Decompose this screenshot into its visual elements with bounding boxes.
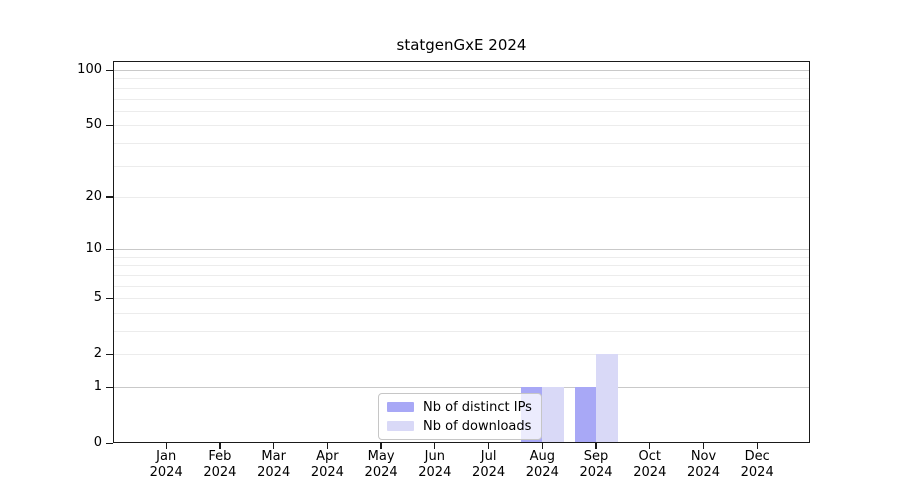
x-tick-label: Aug 2024 xyxy=(510,449,574,480)
gridline-major xyxy=(113,249,810,251)
x-tick-label: Apr 2024 xyxy=(295,449,359,480)
gridline-minor xyxy=(113,196,810,198)
gridline-minor xyxy=(113,142,810,144)
gridline-minor xyxy=(113,331,810,332)
gridline-minor xyxy=(113,274,810,276)
gridline-minor xyxy=(113,354,810,356)
x-tick-mark xyxy=(273,443,275,449)
y-tick-mark xyxy=(106,297,113,300)
x-tick-year: 2024 xyxy=(686,464,721,480)
gridline-minor xyxy=(113,78,810,80)
x-tick-label: Mar 2024 xyxy=(242,449,306,480)
gridline-minor xyxy=(113,265,810,267)
gridline-minor xyxy=(113,98,810,100)
plot-border xyxy=(113,61,810,443)
x-tick-month: Feb xyxy=(208,449,232,464)
legend-item-downloads: Nb of downloads xyxy=(387,417,532,435)
x-tick-month: Jun xyxy=(424,449,445,464)
x-tick-year: 2024 xyxy=(740,464,774,480)
x-tick-label: Jan 2024 xyxy=(134,449,198,480)
x-tick-year: 2024 xyxy=(418,464,452,480)
x-tick-label: Sep 2024 xyxy=(564,449,628,480)
x-tick-mark xyxy=(649,443,651,449)
x-tick-mark xyxy=(702,443,705,449)
x-tick-month: Dec xyxy=(744,449,770,464)
bar-distinct-ips-sep xyxy=(574,387,596,443)
x-tick-month: May xyxy=(367,449,395,464)
x-tick-year: 2024 xyxy=(257,464,291,480)
x-tick-year: 2024 xyxy=(364,464,398,480)
legend-label-distinct-ips: Nb of distinct IPs xyxy=(423,399,532,415)
y-tick-label: 20 xyxy=(85,188,102,204)
x-tick-year: 2024 xyxy=(203,464,237,480)
x-tick-month: Sep xyxy=(583,449,609,464)
legend-item-distinct-ips: Nb of distinct IPs xyxy=(387,398,532,416)
y-tick-mark xyxy=(106,196,113,198)
x-tick-month: Nov xyxy=(690,449,717,464)
x-tick-year: 2024 xyxy=(310,464,344,480)
x-tick-year: 2024 xyxy=(472,464,506,480)
gridline-minor xyxy=(113,165,810,167)
x-tick-mark xyxy=(219,443,221,449)
legend: Nb of distinct IPs Nb of downloads xyxy=(378,393,542,440)
gridline-major xyxy=(113,70,810,71)
gridline-minor xyxy=(113,298,810,300)
x-tick-label: Oct 2024 xyxy=(618,449,682,480)
y-tick-label: 10 xyxy=(85,241,102,257)
x-tick-year: 2024 xyxy=(633,464,667,480)
x-tick-label: May 2024 xyxy=(349,449,413,480)
gridline-minor xyxy=(113,110,810,112)
y-tick-mark xyxy=(106,124,113,127)
y-tick-mark xyxy=(106,353,113,356)
y-tick-label: 50 xyxy=(85,117,102,133)
bar-downloads-aug xyxy=(542,387,564,443)
y-tick-mark xyxy=(106,69,113,71)
x-tick-month: Jul xyxy=(480,449,497,464)
y-tick-mark xyxy=(106,442,113,444)
gridline-minor xyxy=(113,312,810,314)
y-tick-mark xyxy=(106,386,113,388)
x-tick-mark xyxy=(756,443,758,449)
x-tick-month: Apr xyxy=(316,449,339,464)
x-tick-mark xyxy=(487,443,490,449)
x-tick-mark xyxy=(165,443,167,449)
y-tick-label: 100 xyxy=(77,62,102,77)
x-tick-mark xyxy=(595,443,597,449)
x-tick-label: Dec 2024 xyxy=(725,449,789,480)
chart-title: statgenGxE 2024 xyxy=(396,36,527,54)
gridline-minor xyxy=(113,285,810,287)
gridline-minor xyxy=(113,256,810,258)
x-tick-mark xyxy=(434,443,436,449)
x-tick-label: Nov 2024 xyxy=(672,449,736,480)
x-tick-label: Jul 2024 xyxy=(457,449,521,480)
gridline-minor xyxy=(113,125,810,127)
x-tick-month: Jan xyxy=(156,449,177,464)
x-tick-label: Feb 2024 xyxy=(188,449,252,480)
y-tick-label: 2 xyxy=(93,346,102,362)
x-tick-month: Oct xyxy=(638,449,662,464)
x-tick-year: 2024 xyxy=(149,464,183,480)
x-tick-mark xyxy=(326,443,329,449)
legend-swatch-downloads xyxy=(387,421,414,431)
x-tick-label: Jun 2024 xyxy=(403,449,467,480)
y-tick-mark xyxy=(106,248,113,251)
x-tick-month: Aug xyxy=(529,449,555,464)
x-tick-month: Mar xyxy=(261,449,286,464)
legend-swatch-distinct-ips xyxy=(387,402,414,412)
gridline-minor xyxy=(113,87,810,89)
x-tick-year: 2024 xyxy=(579,464,613,480)
y-tick-label: 1 xyxy=(93,379,102,394)
legend-label-downloads: Nb of downloads xyxy=(423,418,532,434)
gridline-major xyxy=(113,387,810,388)
x-tick-mark xyxy=(541,443,543,449)
y-tick-label: 5 xyxy=(93,290,102,306)
y-tick-label: 0 xyxy=(93,435,102,450)
x-tick-year: 2024 xyxy=(525,464,559,480)
x-tick-mark xyxy=(380,443,382,449)
bar-downloads-sep xyxy=(596,354,618,443)
